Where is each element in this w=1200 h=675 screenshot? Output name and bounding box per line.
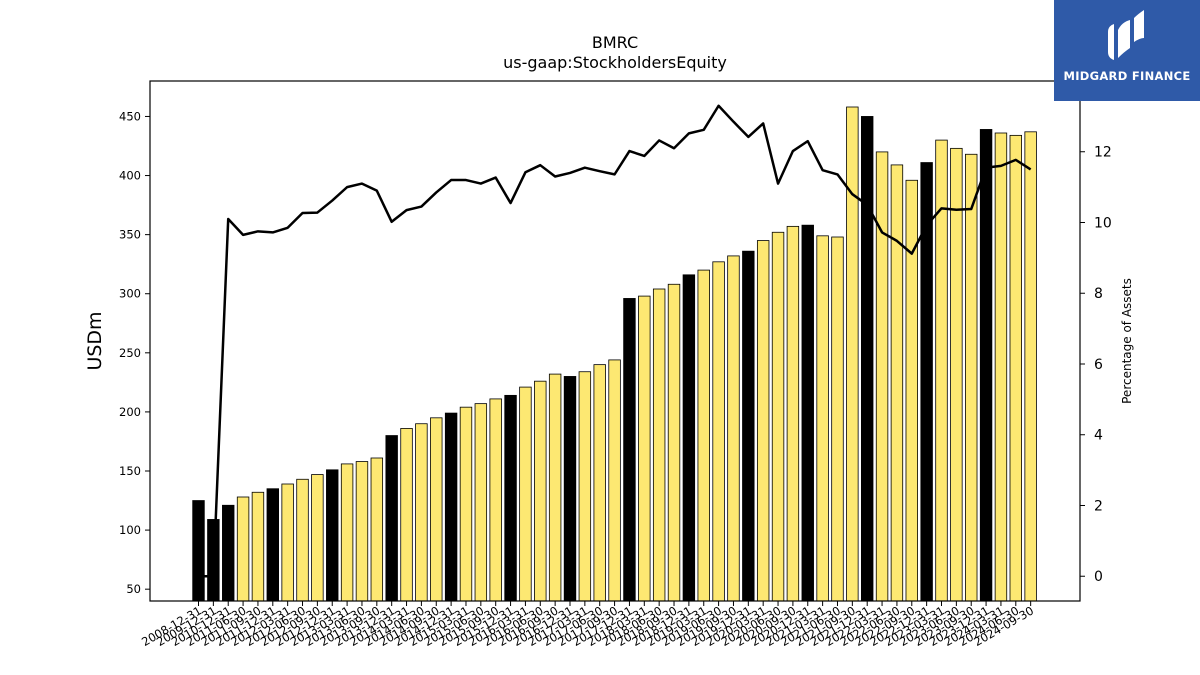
- midgard-logo-icon: [1108, 10, 1144, 60]
- y-tick-label: 150: [119, 464, 141, 478]
- bar: [801, 224, 814, 602]
- y2-tick-label: 2: [1094, 498, 1103, 514]
- bar: [534, 380, 547, 602]
- bar: [311, 474, 324, 602]
- bar: [816, 235, 829, 602]
- bar: [756, 240, 770, 602]
- bar: [861, 116, 874, 602]
- y-tick-label: 350: [119, 228, 141, 242]
- bar: [251, 491, 265, 602]
- bar: [994, 132, 1008, 602]
- y2-tick-label: 12: [1094, 145, 1112, 161]
- bar: [786, 225, 800, 602]
- chart-title: BMRC: [592, 33, 638, 52]
- bar: [890, 164, 904, 602]
- y-tick-label: 450: [119, 109, 141, 123]
- bar: [1024, 131, 1037, 602]
- bar: [281, 483, 294, 602]
- bar: [444, 412, 458, 602]
- bar: [504, 394, 517, 602]
- bar: [875, 151, 889, 602]
- y-tick-label: 100: [119, 523, 141, 537]
- bar: [474, 403, 488, 602]
- bar: [979, 129, 993, 602]
- bar: [400, 428, 413, 602]
- y2-tick-label: 8: [1094, 286, 1103, 302]
- bar: [831, 236, 844, 602]
- bar: [920, 162, 933, 602]
- bar: [370, 457, 384, 602]
- bar: [846, 106, 859, 602]
- bar: [355, 461, 369, 602]
- y-tick-label: 400: [119, 169, 141, 183]
- bar: [727, 255, 740, 602]
- bar: [623, 298, 636, 602]
- bar: [548, 373, 562, 602]
- chart-subtitle: us-gaap:StockholdersEquity: [503, 53, 727, 72]
- bar: [489, 398, 502, 602]
- bar: [742, 250, 755, 602]
- y2-tick-label: 4: [1094, 428, 1103, 444]
- bar: [222, 504, 235, 602]
- y-axis-ticks: 50 100 150 200 250 300 350 400 450: [119, 109, 150, 596]
- bar: [578, 371, 592, 602]
- y-tick-label: 300: [119, 287, 141, 301]
- percentage-of-assets-line: [198, 104, 1032, 578]
- bar: [667, 283, 681, 602]
- bar: [563, 376, 577, 602]
- plot-frame: [149, 80, 1081, 602]
- bar: [697, 269, 710, 602]
- bar: [266, 488, 280, 602]
- bar: [385, 435, 398, 602]
- y-tick-label: 250: [119, 346, 141, 360]
- y-tick-label: 200: [119, 405, 141, 419]
- bar: [459, 406, 473, 602]
- bar: [519, 386, 532, 602]
- bar: [608, 359, 621, 602]
- y2-axis-label: Percentage of Assets: [1120, 278, 1134, 404]
- bar-series: [192, 106, 1037, 602]
- brand-logo: MIDGARD FINANCE: [1054, 0, 1200, 101]
- bar: [712, 261, 725, 602]
- bar: [415, 423, 428, 602]
- y-axis-label: USDm: [84, 311, 106, 370]
- y-tick-label: 50: [126, 582, 141, 596]
- bar: [593, 364, 606, 602]
- y2-tick-label: 10: [1094, 215, 1112, 231]
- bar: [682, 274, 696, 602]
- bar: [430, 417, 443, 602]
- bar: [326, 469, 339, 602]
- x-axis-ticks: 2008-12-312009-12-312010-12-312011-06-30…: [139, 601, 1036, 649]
- bar: [950, 147, 963, 602]
- bar: [296, 478, 309, 602]
- y2-tick-label: 6: [1094, 357, 1103, 373]
- bar: [192, 500, 205, 602]
- bar: [638, 295, 651, 602]
- bar: [652, 288, 666, 602]
- bar: [965, 153, 978, 602]
- bar: [340, 463, 354, 602]
- logo-text: MIDGARD FINANCE: [1063, 69, 1191, 83]
- bar: [236, 496, 250, 602]
- bar: [771, 231, 785, 602]
- bar: [1009, 134, 1023, 602]
- y2-tick-label: 0: [1094, 569, 1103, 585]
- y2-axis-ticks: 0 2 4 6 8 10 12: [1080, 145, 1112, 585]
